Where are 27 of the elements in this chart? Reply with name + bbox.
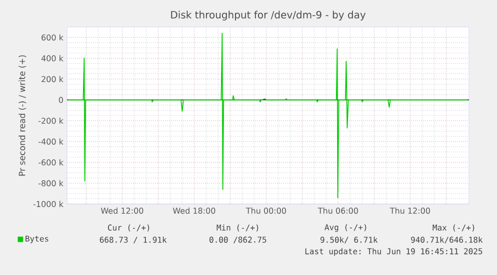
text: 9.50k/ 6.71k <box>320 236 378 244</box>
text: Max (-/+) <box>432 224 474 232</box>
y-tick-label: 600 k <box>42 34 64 40</box>
x-tick-label: Wed 12:00 <box>100 208 144 214</box>
text: Min (-/+) <box>216 224 258 232</box>
y-tick-label: -1000 k <box>33 200 64 208</box>
text: 940.71k/646.18k <box>411 236 483 244</box>
text: 668.73 / 1.91k <box>100 236 167 244</box>
chart-title: Disk throughput for /dev/dm-9 - by day <box>171 10 366 20</box>
y-tick-label: 200 k <box>42 76 64 82</box>
y-tick-label: -400 k <box>38 138 64 145</box>
x-tick-label: Thu 00:00 <box>246 208 286 214</box>
y-tick-label: -600 k <box>38 159 64 166</box>
y-tick-label: -200 k <box>38 118 64 124</box>
x-tick-label: Thu 06:00 <box>318 208 358 214</box>
line-series <box>68 32 468 198</box>
y-axis-title: Pr second read (-) / write (+) <box>18 55 26 176</box>
text: Cur (-/+) <box>108 224 150 232</box>
text: Last update: Thu Jun 19 16:45:11 2025 <box>305 248 482 256</box>
y-tick-label: -800 k <box>38 180 64 186</box>
x-tick-label: Wed 18:00 <box>172 208 216 214</box>
legend-label: Bytes <box>26 236 48 244</box>
x-tick-label: Thu 12:00 <box>390 208 430 214</box>
y-tick-label: 400 k <box>41 55 64 62</box>
y-tick-label: 0 <box>58 96 63 103</box>
text: 0.00 /862.75 <box>210 236 266 244</box>
text: Avg (-/+) <box>324 224 366 232</box>
